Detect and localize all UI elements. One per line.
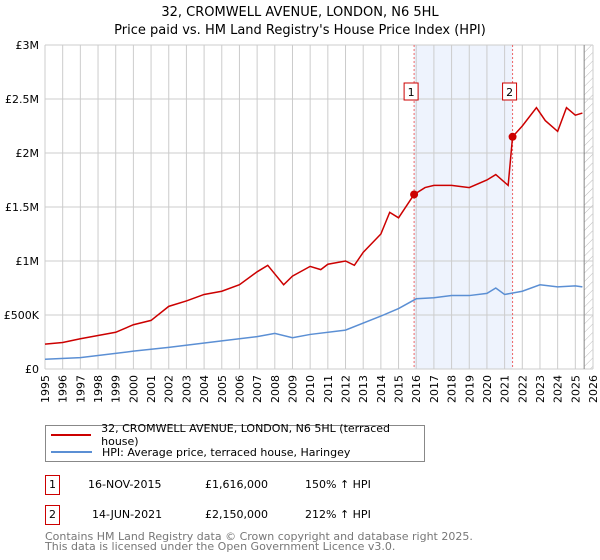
legend-item-hpi: HPI: Average price, terraced house, Hari… bbox=[51, 444, 350, 460]
x-tick-label: 2016 bbox=[410, 375, 423, 403]
y-tick-label: £0 bbox=[25, 363, 39, 376]
footer-line: Contains HM Land Registry data © Crown c… bbox=[45, 530, 473, 543]
sale-point bbox=[508, 132, 517, 141]
legend: 32, CROMWELL AVENUE, LONDON, N6 5HL (ter… bbox=[45, 422, 425, 462]
x-tick-label: 2007 bbox=[251, 375, 264, 403]
sale-hpi-change: 150% ↑ HPI bbox=[305, 478, 371, 491]
sale-point bbox=[410, 190, 419, 199]
x-tick-label: 2010 bbox=[304, 375, 317, 403]
x-tick-label: 2002 bbox=[163, 375, 176, 403]
legend-line-blue bbox=[51, 451, 92, 453]
x-tick-label: 2013 bbox=[357, 375, 370, 403]
sale-hpi-change: 212% ↑ HPI bbox=[305, 508, 371, 521]
y-tick-label: £3M bbox=[16, 39, 40, 52]
x-tick-label: 2006 bbox=[233, 375, 246, 403]
y-tick-label: £500K bbox=[4, 309, 40, 322]
sale-date: 16-NOV-2015 bbox=[88, 478, 162, 491]
sale-marker-badge: 2 bbox=[45, 505, 60, 525]
series-line bbox=[44, 106, 583, 345]
x-tick-label: 2014 bbox=[375, 375, 388, 403]
sale-date: 14-JUN-2021 bbox=[92, 508, 163, 521]
x-tick-label: 1999 bbox=[110, 375, 123, 403]
legend-item-property: 32, CROMWELL AVENUE, LONDON, N6 5HL (ter… bbox=[51, 422, 424, 448]
x-tick-label: 2023 bbox=[534, 375, 547, 403]
sale-marker-badge: 1 bbox=[45, 475, 60, 495]
legend-label: HPI: Average price, terraced house, Hari… bbox=[102, 445, 351, 459]
y-tick-label: £2.5M bbox=[5, 93, 39, 106]
legend-label: 32, CROMWELL AVENUE, LONDON, N6 5HL (ter… bbox=[101, 422, 391, 448]
table-row: 1 16-NOV-2015 £1,616,000 150% ↑ HPI bbox=[45, 475, 445, 495]
x-tick-label: 2017 bbox=[428, 375, 441, 403]
x-tick-label: 2025 bbox=[569, 375, 582, 403]
x-tick-label: 2021 bbox=[499, 375, 512, 403]
x-tick-label: 2000 bbox=[127, 375, 140, 403]
x-tick-label: 2005 bbox=[216, 375, 229, 403]
y-tick-label: £1.5M bbox=[5, 201, 39, 214]
x-tick-label: 2020 bbox=[481, 375, 494, 403]
legend-line-red bbox=[51, 434, 92, 436]
table-row: 2 14-JUN-2021 £2,150,000 212% ↑ HPI bbox=[45, 505, 445, 525]
sale-price: £2,150,000 bbox=[205, 508, 268, 521]
x-tick-label: 2026 bbox=[587, 375, 600, 403]
x-tick-label: 2012 bbox=[340, 375, 353, 403]
title-line-2: Price paid vs. HM Land Registry's House … bbox=[114, 23, 486, 38]
sale-marker-label: 1 bbox=[408, 86, 415, 99]
y-tick-label: £1M bbox=[16, 255, 40, 268]
x-tick-label: 2024 bbox=[552, 375, 565, 403]
x-tick-label: 2022 bbox=[516, 375, 529, 403]
x-tick-label: 2011 bbox=[322, 375, 335, 403]
chart-title: 32, CROMWELL AVENUE, LONDON, N6 5HL Pric… bbox=[0, 4, 600, 40]
x-tick-label: 1997 bbox=[74, 375, 87, 403]
x-tick-label: 2004 bbox=[198, 375, 211, 403]
x-tick-label: 2019 bbox=[463, 375, 476, 403]
sale-marker-label: 2 bbox=[506, 86, 513, 99]
x-tick-label: 2018 bbox=[446, 375, 459, 403]
x-tick-label: 2009 bbox=[286, 375, 299, 403]
sale-marker-box bbox=[403, 82, 419, 101]
x-tick-label: 1995 bbox=[39, 375, 52, 403]
title-line-1: 32, CROMWELL AVENUE, LONDON, N6 5HL bbox=[161, 5, 439, 20]
x-tick-label: 2015 bbox=[393, 375, 406, 403]
series-line bbox=[44, 283, 583, 361]
y-tick-label: £2M bbox=[16, 147, 40, 160]
x-tick-label: 1998 bbox=[92, 375, 105, 403]
price-chart: 1995 1996 1997 1998 1999 2000 2001 2002 2003 2004… bbox=[4, 39, 600, 403]
footer: Contains HM Land Registry data © Crown c… bbox=[45, 530, 473, 553]
x-tick-label: 2001 bbox=[145, 375, 158, 403]
sale-marker-box bbox=[502, 82, 518, 101]
sale-price: £1,616,000 bbox=[205, 478, 268, 491]
x-tick-label: 2003 bbox=[180, 375, 193, 403]
x-tick-label: 1996 bbox=[57, 375, 70, 403]
x-tick-label: 2008 bbox=[269, 375, 282, 403]
footer-line: This data is licensed under the Open Gov… bbox=[45, 540, 396, 553]
